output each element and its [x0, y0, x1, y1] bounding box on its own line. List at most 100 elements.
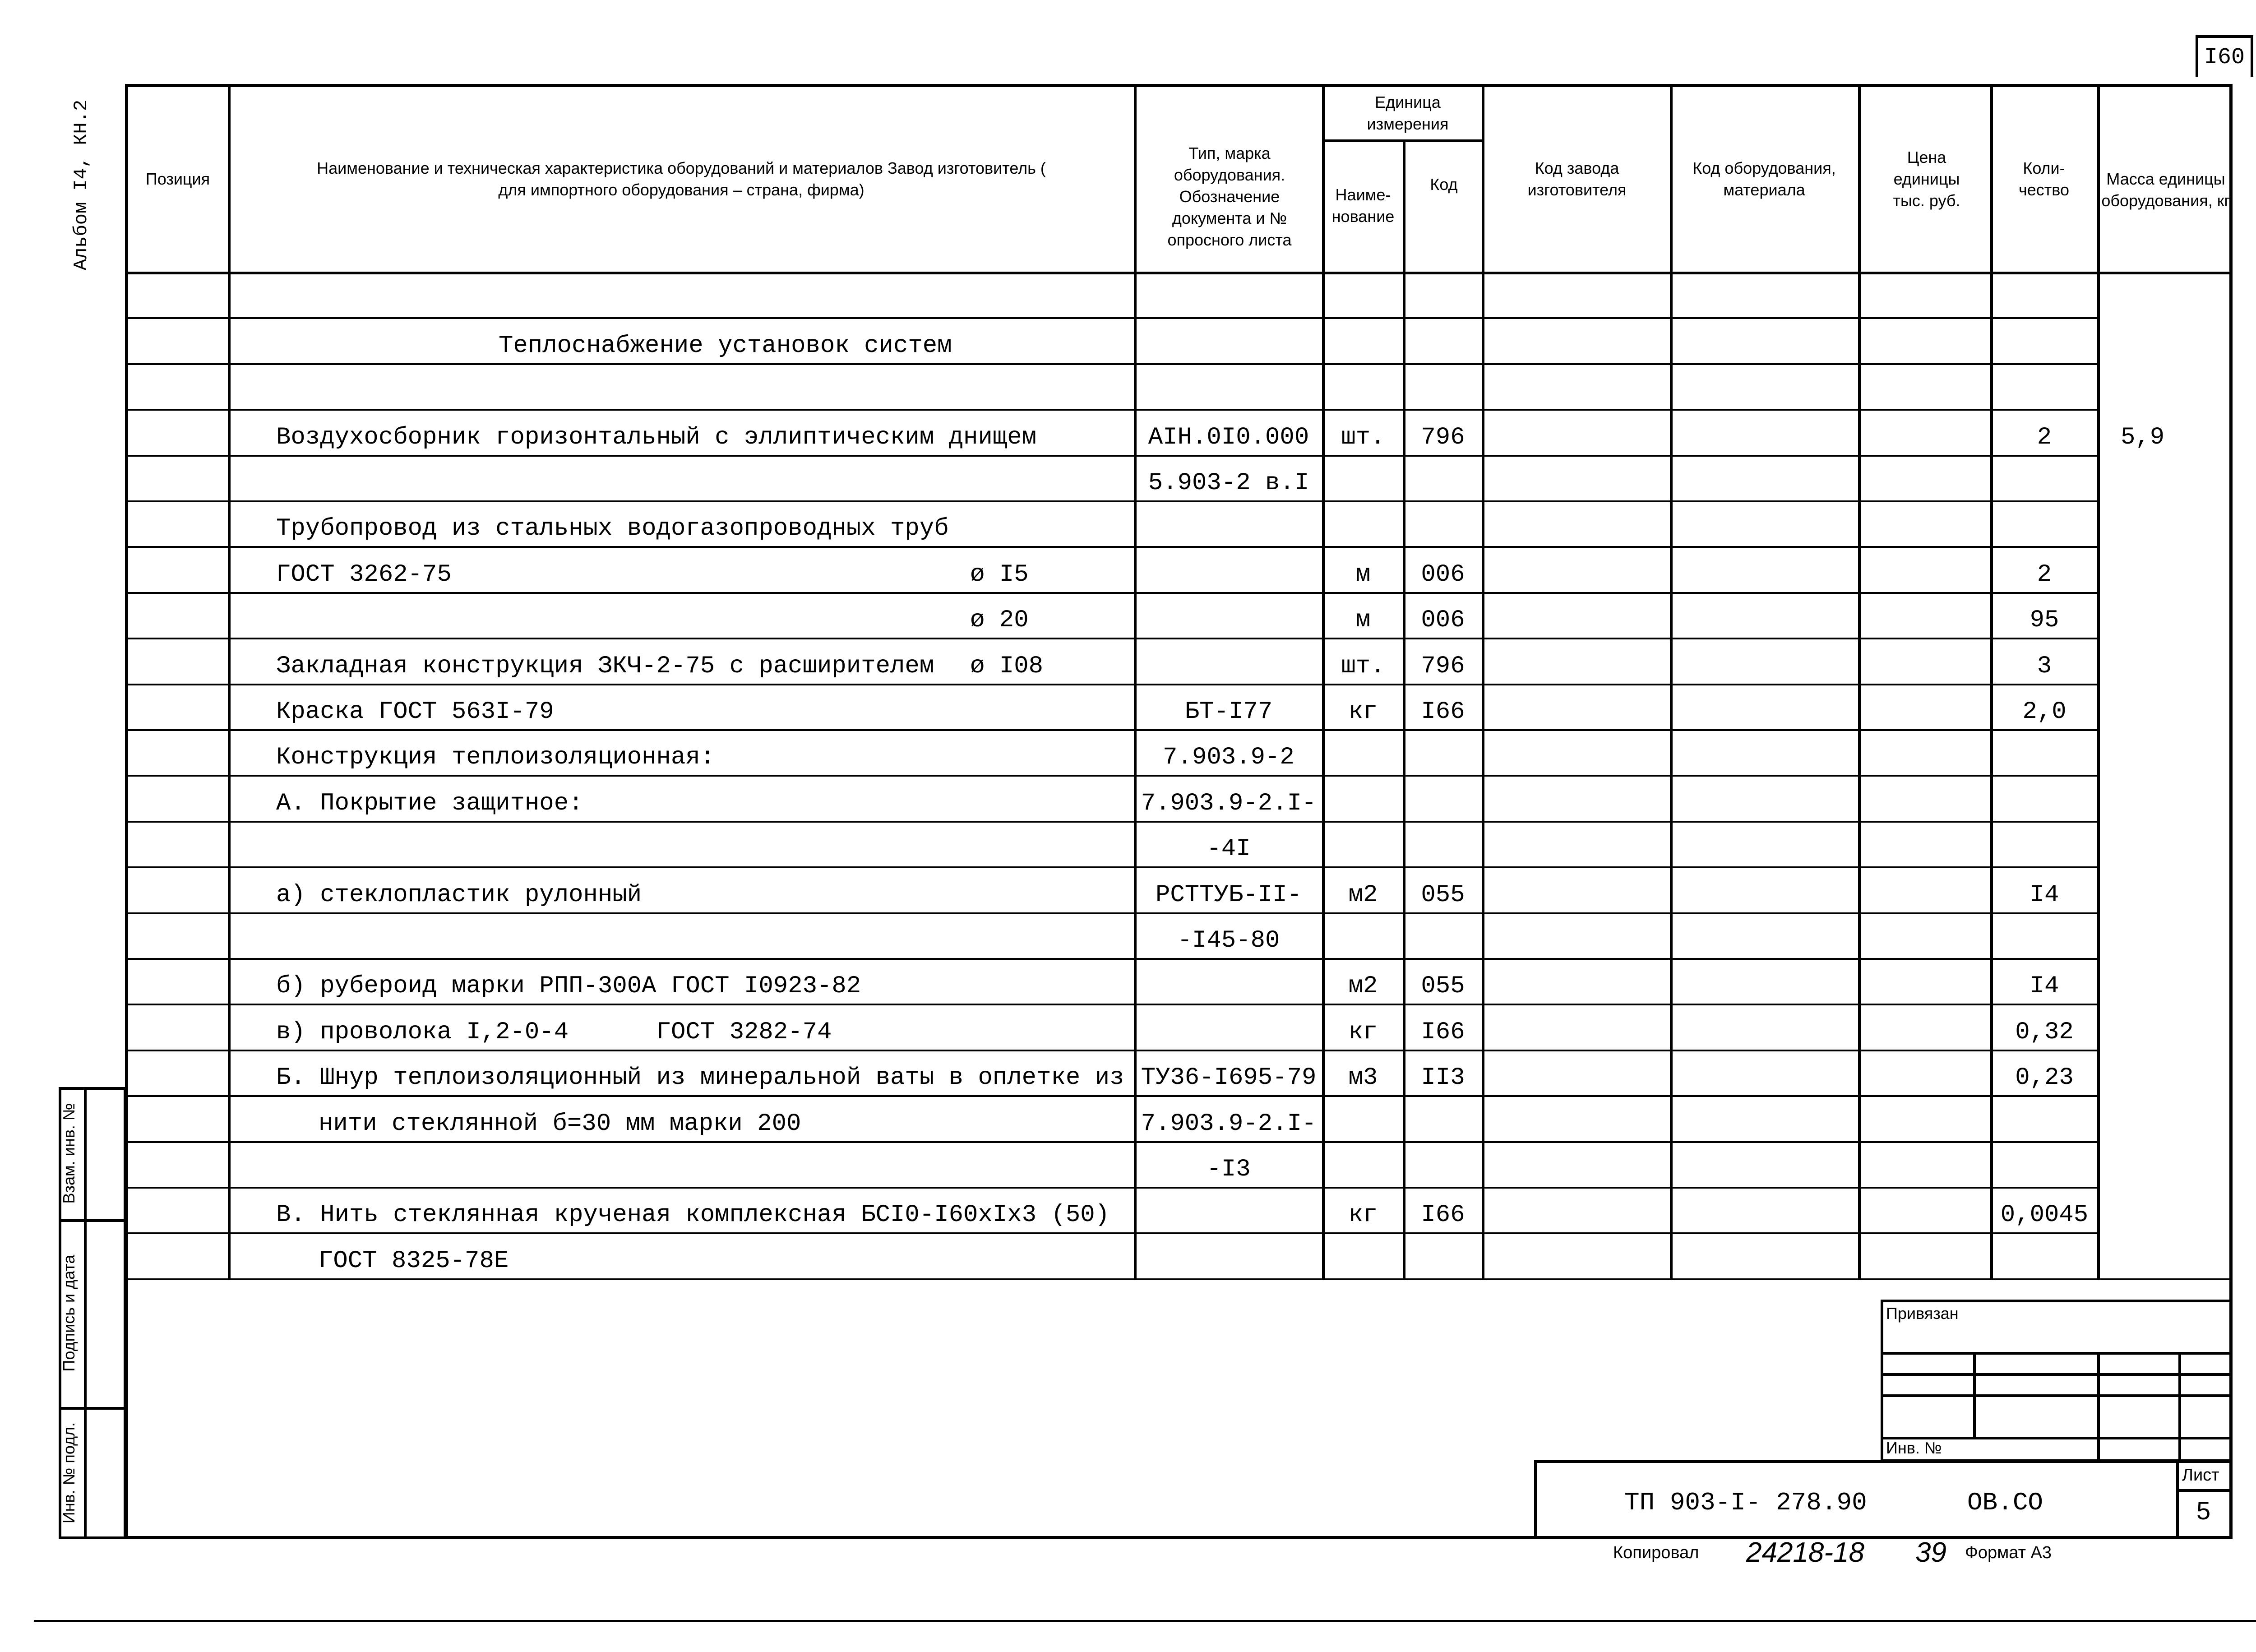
side-stamp-divider	[84, 1087, 87, 1539]
cell-unit-name	[1323, 363, 1403, 409]
cell-mass	[2121, 592, 2233, 638]
cell-name	[276, 363, 953, 409]
cell-diameter: ø 20	[970, 606, 1029, 634]
cell-mass	[2121, 821, 2233, 866]
cell-quantity: I4	[2029, 881, 2059, 909]
cell-unit-name	[1323, 729, 1403, 775]
cell-unit-code: II3	[1421, 1064, 1465, 1092]
cell-diameter	[970, 363, 1123, 409]
cell-type	[1135, 1004, 1322, 1049]
cell-name	[276, 592, 953, 638]
cell-quantity	[1992, 272, 2097, 317]
header-mass: Масса единицы оборудования, кг	[2101, 170, 2230, 210]
cell-quantity: 0,32	[2015, 1018, 2074, 1046]
row-line	[125, 500, 2097, 502]
stamp-line	[2178, 1352, 2181, 1462]
cell-quantity	[1992, 1141, 2097, 1187]
row-line	[125, 546, 2097, 548]
cell-name: Трубопровод из стальных водогазопроводны…	[276, 515, 949, 543]
cell-type	[1135, 363, 1322, 409]
row-line	[125, 1004, 2097, 1006]
cell-mass	[2121, 1095, 2233, 1141]
main-frame	[125, 84, 2233, 1539]
cell-unit-name: м	[1355, 606, 1371, 634]
cell-diameter	[970, 317, 1123, 363]
row-line	[125, 683, 2097, 685]
cell-name: Конструкция теплоизоляционная:	[276, 744, 715, 772]
cell-diameter	[970, 958, 1123, 1004]
row-line	[125, 1049, 2097, 1051]
column-line	[1670, 84, 1673, 1278]
cell-diameter	[970, 1141, 1123, 1187]
cell-diameter: ø I5	[970, 560, 1029, 588]
cell-unit-name: кг	[1348, 1018, 1378, 1046]
column-line	[1134, 84, 1137, 1278]
cell-name	[276, 455, 953, 500]
cell-diameter	[970, 500, 1123, 546]
inv-no-label: Инв. №	[1886, 1439, 1942, 1457]
cell-unit-code	[1404, 821, 1482, 866]
cell-unit-code	[1404, 775, 1482, 820]
column-line	[228, 84, 231, 1278]
cell-diameter	[970, 684, 1123, 729]
cell-unit-code: I66	[1421, 1201, 1465, 1229]
cell-type: -4I	[1207, 835, 1251, 863]
cell-unit-name: м3	[1348, 1064, 1378, 1092]
cell-unit-name	[1323, 821, 1403, 866]
cell-type	[1135, 638, 1322, 683]
cell-quantity	[1992, 1232, 2097, 1278]
cell-mass	[2121, 363, 2233, 409]
column-line	[1858, 84, 1861, 1278]
cell-unit-name	[1323, 1141, 1403, 1187]
side-stamp-original-inv: Инв. № подл.	[60, 1422, 78, 1524]
copy-number: 39	[1915, 1537, 1946, 1568]
cell-mass	[2121, 455, 2233, 500]
cell-mass	[2121, 684, 2233, 729]
title-stamp	[1534, 1460, 2233, 1539]
cell-type: AIH.0I0.000	[1148, 423, 1309, 451]
cell-diameter	[970, 409, 1123, 454]
cell-diameter	[970, 912, 1123, 958]
cell-unit-name	[1323, 455, 1403, 500]
cell-unit-name	[1323, 775, 1403, 820]
cell-unit-code	[1404, 317, 1482, 363]
unit-header-divider	[1322, 139, 1482, 142]
row-line	[125, 592, 2097, 594]
cell-type	[1135, 272, 1322, 317]
cell-diameter	[970, 1050, 1123, 1095]
format-label: Формат А3	[1965, 1543, 2052, 1562]
cell-diameter	[970, 455, 1123, 500]
cell-name: ГОСТ 3262-75	[276, 560, 452, 588]
side-stamp-replacement-inv: Взам. инв. №	[60, 1103, 78, 1204]
cell-quantity	[1992, 729, 2097, 775]
cell-unit-code: 796	[1421, 423, 1465, 451]
document-mark: ОВ.СО	[1967, 1488, 2043, 1517]
cell-mass	[2121, 1141, 2233, 1187]
cell-name: А. Покрытие защитное:	[276, 789, 583, 817]
cell-mass	[2121, 1232, 2233, 1278]
stamp-line	[2097, 1352, 2100, 1462]
cell-mass	[2121, 1187, 2233, 1232]
cell-type: 5.903-2 в.I	[1148, 469, 1309, 497]
stamp-line	[1881, 1352, 2233, 1355]
cell-name: б) рубероид марки РПП-300А ГОСТ I0923-82	[276, 972, 861, 1000]
cell-unit-code: I66	[1421, 1018, 1465, 1046]
cell-diameter	[970, 1187, 1123, 1232]
cell-name	[276, 272, 953, 317]
row-line	[125, 1095, 2097, 1097]
cell-quantity	[1992, 912, 2097, 958]
cell-quantity: 2	[2037, 423, 2052, 451]
cell-type: ТУ36-I695-79	[1141, 1064, 1317, 1092]
stamp-line	[1881, 1373, 2233, 1376]
row-line	[125, 454, 2097, 457]
cell-diameter	[970, 821, 1123, 866]
cell-unit-name: кг	[1348, 698, 1378, 726]
album-label: Альбом I4, КН.2	[70, 99, 92, 271]
cell-unit-name	[1323, 912, 1403, 958]
stamp-line	[1881, 1437, 2233, 1439]
cell-unit-name: шт.	[1341, 423, 1385, 451]
order-number: 24218-18	[1746, 1537, 1865, 1568]
row-line	[125, 1278, 2233, 1280]
cell-type: -I3	[1207, 1155, 1251, 1183]
cell-unit-code	[1404, 363, 1482, 409]
